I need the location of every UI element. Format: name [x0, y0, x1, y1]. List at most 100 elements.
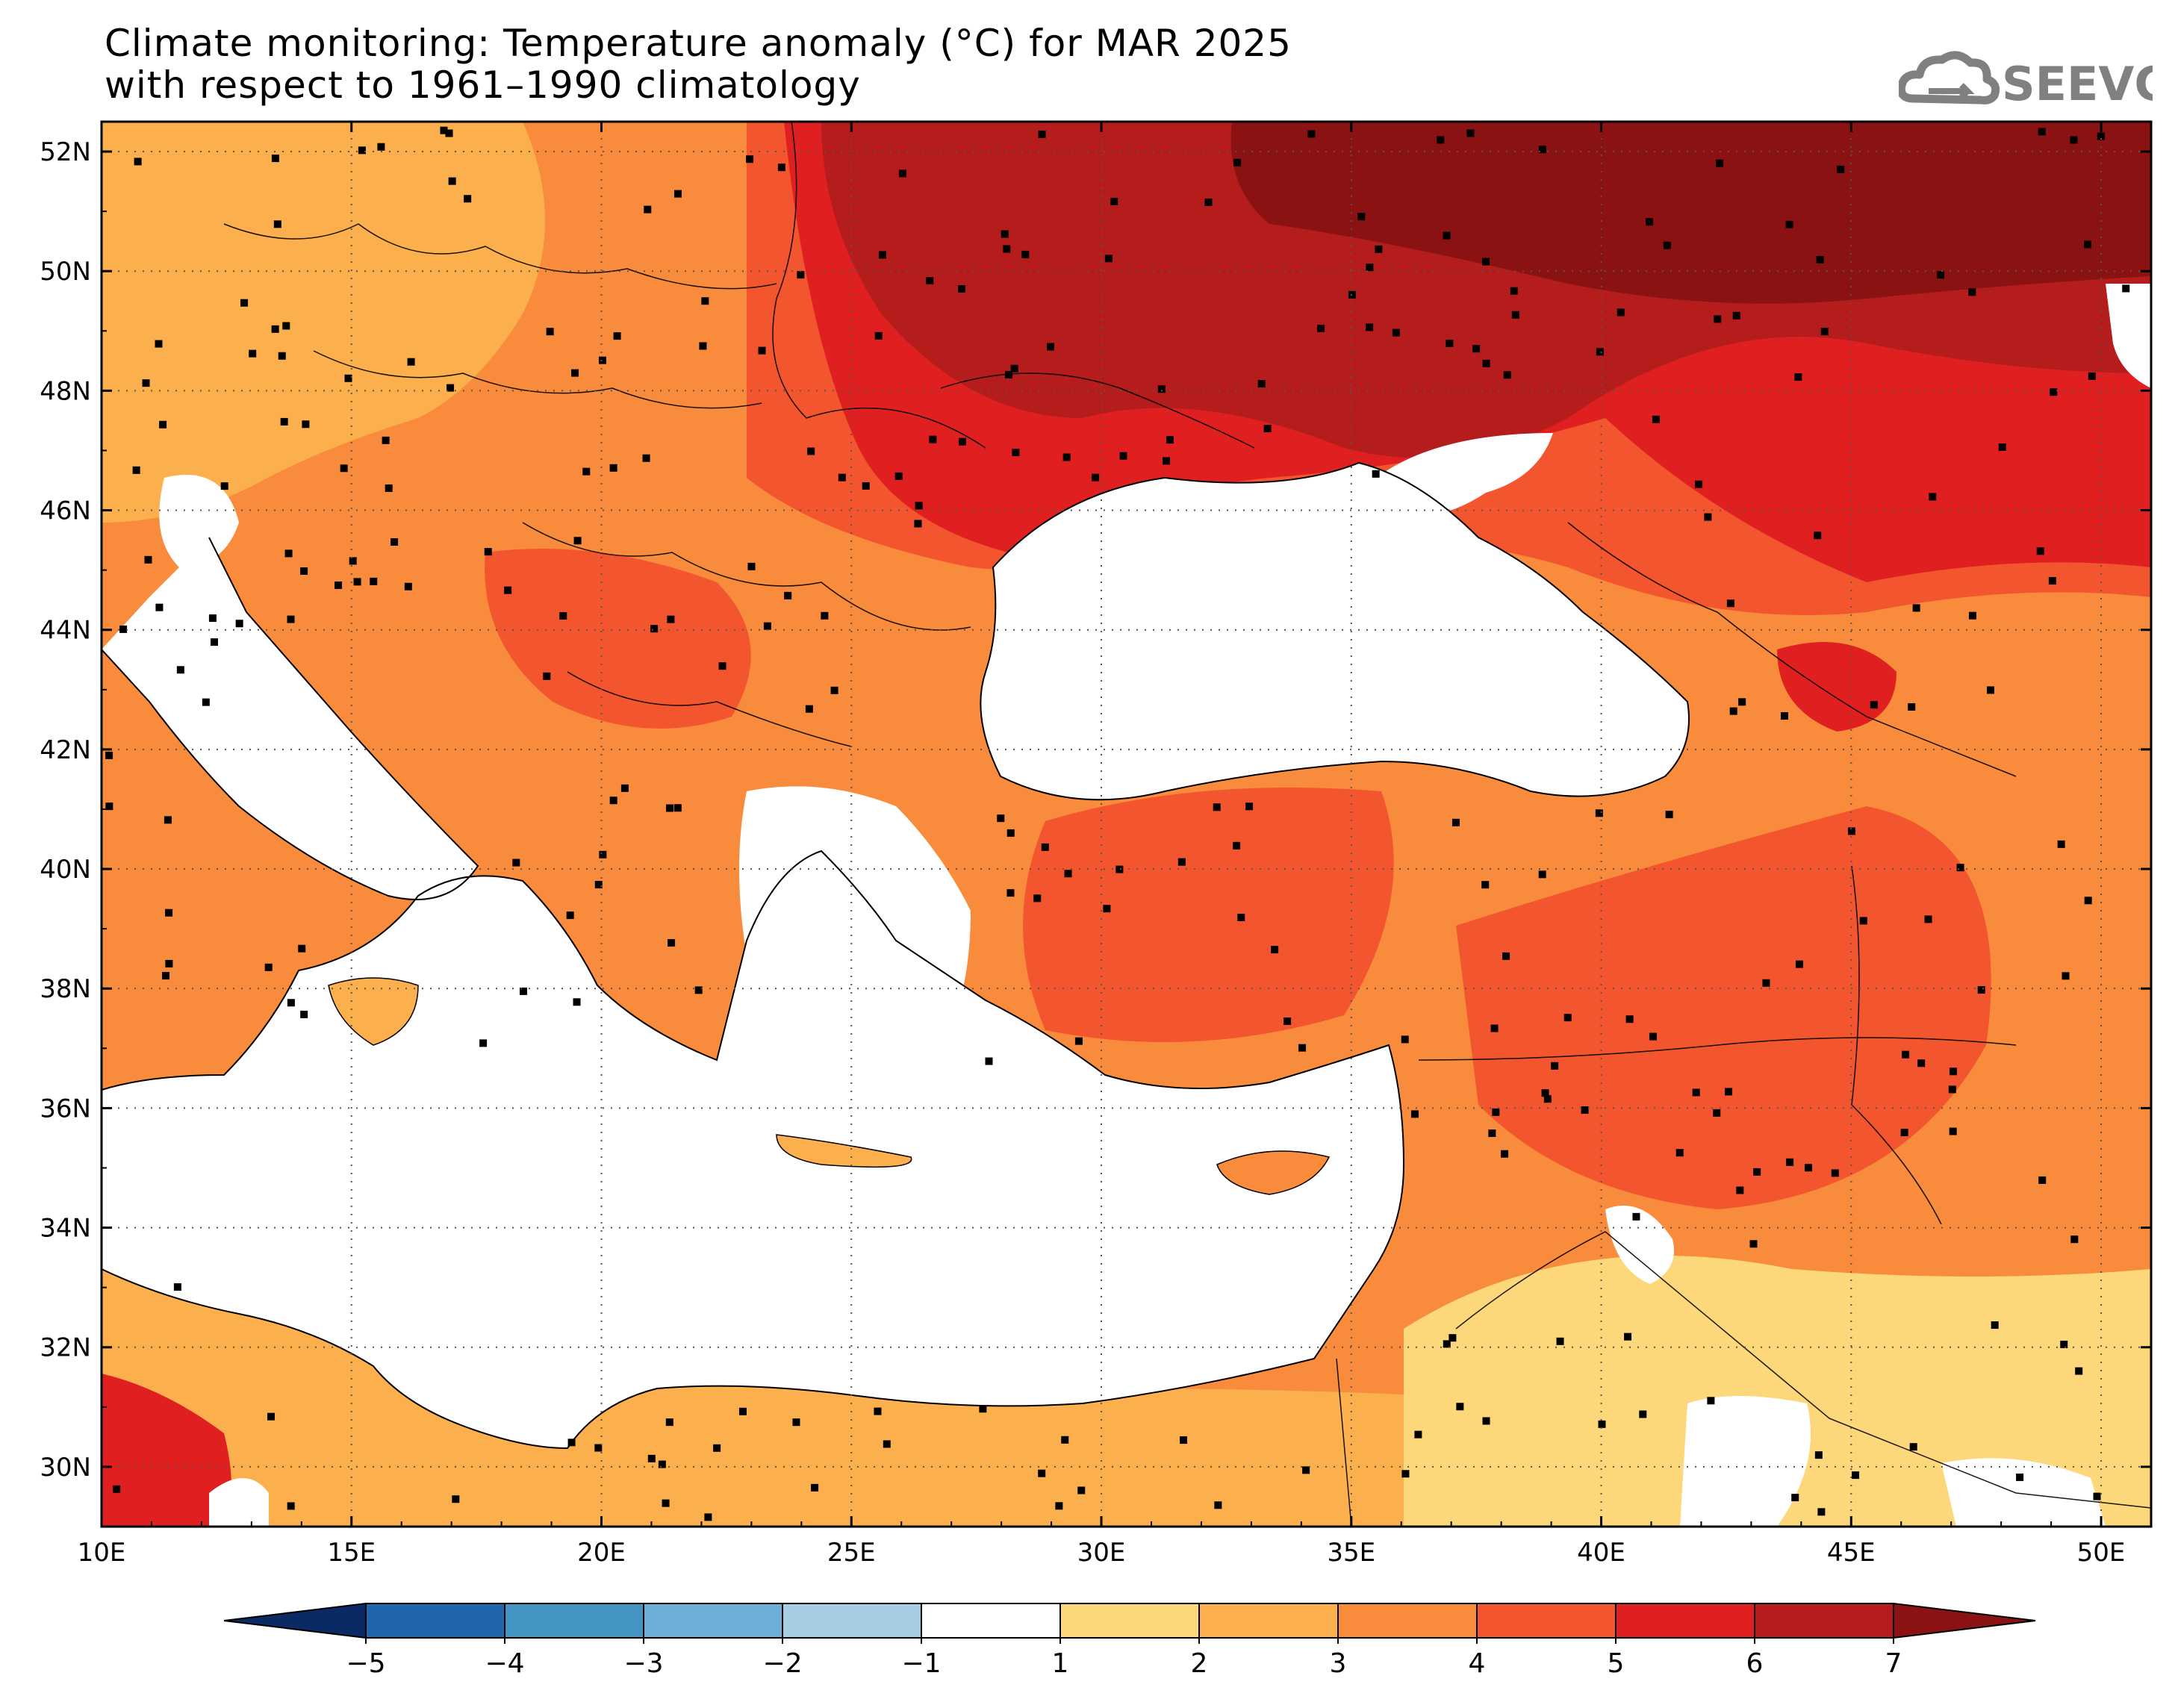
anomaly-fields	[102, 122, 2151, 1527]
colorbar-box	[365, 1603, 505, 1639]
station-marker	[1366, 323, 1374, 331]
axes: 10E 15E 20E 25E 30E 35E 40E 45E 50E 30N 32N 34N 36N 3…	[40, 122, 2152, 1568]
station-marker	[546, 328, 554, 336]
lon-tick-label: 50E	[2077, 1538, 2126, 1568]
station-marker	[1736, 1186, 1744, 1194]
colorbar-label: 7	[1885, 1648, 1902, 1679]
cloud-icon: SEEVCCC	[1896, 51, 2175, 111]
station-marker	[668, 939, 676, 947]
station-marker	[446, 384, 455, 392]
lon-tick-label: 45E	[1827, 1538, 1876, 1568]
colorbar-label: 6	[1746, 1648, 1764, 1679]
station-marker	[784, 591, 792, 599]
lat-tick-label: 46N	[40, 496, 91, 526]
station-marker	[738, 1407, 747, 1415]
station-marker	[353, 578, 361, 586]
station-marker	[777, 163, 785, 172]
station-marker	[1991, 1321, 1999, 1330]
station-marker	[1456, 1403, 1464, 1411]
station-marker	[2122, 284, 2130, 293]
station-marker	[1401, 1470, 1410, 1478]
station-marker	[997, 814, 1005, 823]
station-marker	[665, 804, 673, 812]
station-marker	[1482, 1417, 1490, 1425]
station-marker	[1103, 905, 1111, 913]
station-marker	[267, 1412, 276, 1421]
station-marker	[1986, 686, 1994, 694]
station-marker	[1820, 328, 1829, 336]
field-anatolia-east	[1456, 806, 1991, 1209]
station-marker	[173, 1283, 181, 1291]
station-marker	[1949, 1127, 1957, 1135]
station-marker	[358, 146, 366, 155]
station-marker	[573, 537, 582, 545]
station-marker	[1443, 1340, 1451, 1348]
station-marker	[1115, 865, 1124, 873]
station-marker	[1006, 829, 1015, 837]
station-marker	[1245, 802, 1254, 811]
lat-tick-label: 48N	[40, 376, 91, 406]
station-marker	[1929, 493, 1937, 501]
station-marker	[747, 562, 756, 570]
station-marker	[1551, 1062, 1559, 1070]
station-marker	[1968, 611, 1976, 620]
station-marker	[1177, 858, 1186, 866]
station-marker	[264, 963, 273, 971]
station-marker	[2084, 897, 2092, 905]
station-marker	[1814, 1451, 1823, 1459]
station-marker	[298, 944, 306, 953]
station-marker	[1180, 1436, 1188, 1444]
station-marker	[1302, 1466, 1310, 1474]
sicily-island	[328, 977, 419, 1046]
station-marker	[385, 484, 393, 492]
station-marker	[165, 908, 173, 917]
station-marker	[1816, 255, 1824, 264]
station-marker	[1012, 449, 1020, 457]
station-marker	[929, 435, 937, 443]
lat-tick-label: 34N	[40, 1214, 91, 1244]
station-marker	[440, 126, 448, 134]
lat-tick-label: 38N	[40, 974, 91, 1004]
station-marker	[1357, 213, 1366, 221]
station-marker	[445, 129, 453, 137]
station-marker	[1492, 1108, 1500, 1116]
station-marker	[1870, 701, 1878, 709]
station-marker	[1652, 415, 1660, 423]
station-marker	[1791, 1494, 1799, 1502]
station-marker	[2036, 547, 2044, 555]
station-marker	[1909, 1443, 1917, 1451]
lat-tick-label: 40N	[40, 855, 91, 885]
station-marker	[2016, 1473, 2024, 1481]
station-marker	[1543, 1095, 1552, 1103]
station-marker	[1595, 809, 1603, 817]
crete-island	[776, 1134, 912, 1168]
station-marker	[105, 751, 113, 759]
map-frame	[100, 120, 2153, 1528]
station-marker	[2057, 840, 2065, 848]
station-marker	[1414, 1430, 1422, 1439]
station-marker	[1104, 255, 1113, 263]
black-sea	[980, 463, 1689, 800]
colorbar: −5 −4 −3 −2 −1 1 2 3 4 5 6 7	[223, 1602, 2036, 1679]
station-markers	[105, 126, 2130, 1521]
station-marker	[1917, 1059, 1926, 1068]
station-marker	[164, 816, 172, 824]
station-marker	[1501, 1150, 1509, 1158]
station-marker	[571, 369, 579, 377]
station-marker	[1831, 1169, 1839, 1177]
station-marker	[1852, 1471, 1860, 1480]
station-marker	[1956, 864, 1964, 872]
station-marker	[594, 1444, 603, 1452]
colorbar-label: −4	[485, 1648, 524, 1679]
station-marker	[1348, 290, 1356, 299]
mediterranean-sea	[102, 851, 1404, 1448]
cyprus-island	[1216, 1150, 1331, 1195]
station-marker	[1046, 343, 1054, 351]
station-marker	[1466, 129, 1475, 137]
missing-gulf	[1941, 1458, 2106, 1527]
station-marker	[1581, 1106, 1589, 1115]
map-title: Climate monitoring: Temperature anomaly …	[105, 22, 1292, 106]
station-marker	[543, 672, 551, 680]
colorbar-label: −1	[901, 1648, 941, 1679]
field-extreme	[1230, 122, 2151, 304]
